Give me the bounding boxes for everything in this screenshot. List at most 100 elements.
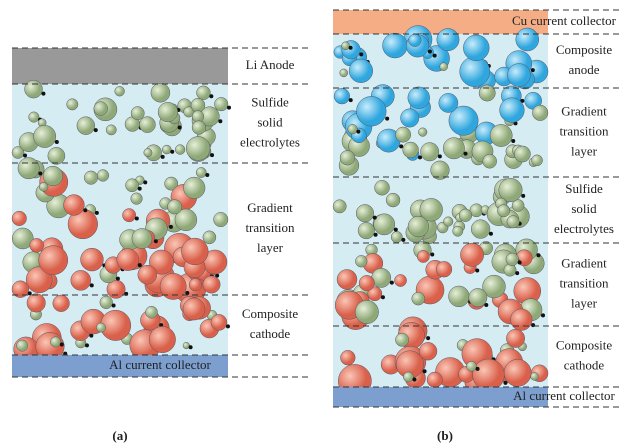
layer-label: Cu current collector xyxy=(512,13,617,28)
particle xyxy=(395,126,412,143)
particle xyxy=(339,150,356,166)
particle xyxy=(507,63,531,87)
carbon-dot xyxy=(530,68,535,73)
particle xyxy=(498,178,523,203)
layer-label: Composite xyxy=(556,337,613,352)
particle xyxy=(183,176,206,199)
particle xyxy=(515,27,540,52)
carbon-dot xyxy=(484,302,489,307)
particle xyxy=(463,34,490,62)
particle xyxy=(390,231,403,243)
particle xyxy=(532,104,549,121)
particle xyxy=(174,208,198,232)
layer-label: transition xyxy=(559,123,609,138)
particle xyxy=(478,84,496,102)
particle xyxy=(333,88,350,105)
particle xyxy=(373,213,396,236)
layer-label: solid xyxy=(571,201,597,216)
carbon-dot xyxy=(348,45,353,50)
carbon-dot xyxy=(23,153,28,158)
particle xyxy=(99,295,113,309)
particle xyxy=(29,238,44,253)
al-collector xyxy=(333,387,548,407)
carbon-dot xyxy=(93,128,98,133)
particle xyxy=(472,358,505,392)
carbon-dot xyxy=(215,273,220,278)
particle xyxy=(514,145,531,163)
layer-label: Sulfide xyxy=(565,181,603,196)
particle xyxy=(213,212,229,228)
carbon-dot xyxy=(54,140,59,145)
particle xyxy=(188,278,202,292)
layer-label: layer xyxy=(571,295,598,310)
al-collector xyxy=(12,355,228,377)
particle xyxy=(195,167,207,178)
carbon-dot xyxy=(218,119,223,124)
carbon-dot xyxy=(515,271,520,276)
layer-label: Al current collector xyxy=(109,357,211,372)
carbon-dot xyxy=(205,173,210,178)
carbon-dot xyxy=(389,280,394,285)
layer-label: transition xyxy=(559,275,609,290)
particle xyxy=(202,230,217,245)
layer-label: solid xyxy=(257,114,283,129)
particle xyxy=(17,157,40,180)
particle xyxy=(131,228,153,249)
carbon-dot xyxy=(437,154,442,159)
carbon-dot xyxy=(417,155,422,160)
particle xyxy=(394,274,407,287)
particle xyxy=(439,62,448,71)
particle xyxy=(355,255,368,268)
particle xyxy=(122,208,137,223)
carbon-dot xyxy=(432,53,437,58)
carbon-dot xyxy=(225,324,230,329)
particle xyxy=(167,199,183,215)
carbon-dot xyxy=(503,380,508,385)
carbon-dot xyxy=(372,215,377,220)
particle xyxy=(438,93,459,113)
carbon-dot xyxy=(209,94,214,99)
particle xyxy=(70,270,91,291)
particle xyxy=(202,275,221,294)
carbon-dot xyxy=(412,377,417,382)
particle xyxy=(358,275,375,292)
particle xyxy=(93,101,108,116)
layer-label: electrolytes xyxy=(240,134,300,149)
carbon-dot xyxy=(177,125,182,130)
panel-caption: (b) xyxy=(437,428,453,443)
particle xyxy=(149,249,174,275)
particle xyxy=(374,180,390,196)
particle xyxy=(348,58,373,83)
carbon-dot xyxy=(210,153,215,158)
particle xyxy=(139,116,156,133)
particle xyxy=(503,358,532,387)
carbon-dot xyxy=(153,239,158,244)
particle xyxy=(66,98,79,111)
particle xyxy=(336,269,358,290)
carbon-dot xyxy=(59,342,64,347)
particle xyxy=(430,160,450,180)
particle xyxy=(403,371,414,383)
layer-label: Composite xyxy=(242,306,299,321)
particle xyxy=(214,97,229,112)
particle xyxy=(448,285,470,308)
carbon-dot xyxy=(89,283,94,288)
particle xyxy=(402,141,419,159)
layer-label: anode xyxy=(568,62,599,77)
particle xyxy=(24,79,43,99)
panel-caption: (a) xyxy=(112,428,127,443)
carbon-dot xyxy=(115,276,120,281)
particle xyxy=(503,263,517,277)
particle xyxy=(466,360,477,372)
particle xyxy=(125,178,139,193)
carbon-dot xyxy=(111,303,116,308)
carbon-dot xyxy=(422,369,427,374)
particle xyxy=(28,111,40,123)
particle xyxy=(506,215,520,229)
carbon-dot xyxy=(89,333,94,338)
particle xyxy=(130,106,145,121)
layer-label: Sulfide xyxy=(251,94,289,109)
carbon-dot xyxy=(427,49,432,54)
layer-label: layer xyxy=(571,143,598,158)
